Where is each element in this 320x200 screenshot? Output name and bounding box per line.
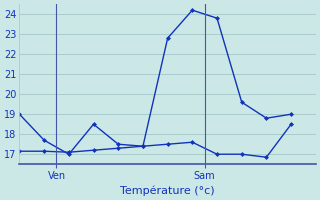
X-axis label: Température (°c): Température (°c) — [120, 185, 215, 196]
